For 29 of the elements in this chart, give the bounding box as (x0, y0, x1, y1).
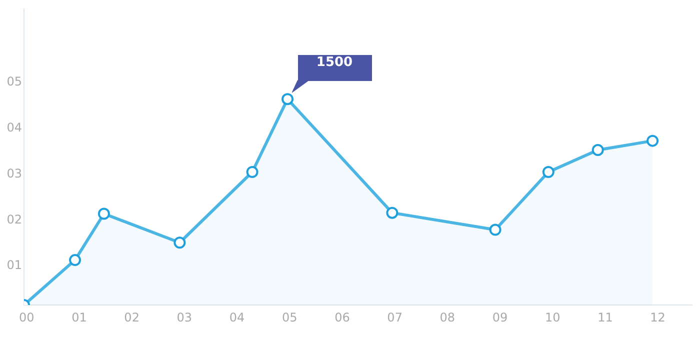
x-tick-label: 03 (176, 310, 192, 324)
point (592, 144, 604, 156)
x-tick-label: 10 (544, 310, 560, 324)
x-tick-label: 06 (334, 310, 350, 324)
point (282, 93, 294, 106)
x-tick-label: 01 (72, 310, 87, 324)
point (174, 236, 186, 249)
y-tick-label: 02 (6, 212, 22, 226)
x-tick-label: 08 (440, 310, 456, 324)
y-tick-label: 03 (6, 166, 22, 180)
x-tick-label: 00 (18, 310, 34, 324)
point (69, 254, 82, 266)
x-tick-label: 12 (650, 310, 666, 324)
point (489, 224, 502, 236)
y-tick-label: 01 (6, 258, 22, 272)
x-tick-label: 05 (282, 310, 298, 324)
x-tick-label: 07 (387, 310, 402, 324)
point (646, 134, 659, 147)
y-tick-label: 04 (6, 120, 22, 135)
annotation: 1500 (315, 55, 354, 70)
point (386, 206, 398, 219)
y-tick-label: 05 (6, 74, 22, 89)
point (542, 166, 554, 178)
x-tick-label: 02 (124, 310, 140, 324)
point (246, 166, 258, 178)
x-tick-label: 11 (598, 310, 613, 324)
x-tick-label: 09 (492, 310, 508, 324)
point (98, 208, 110, 220)
x-tick-label: 04 (229, 310, 245, 324)
